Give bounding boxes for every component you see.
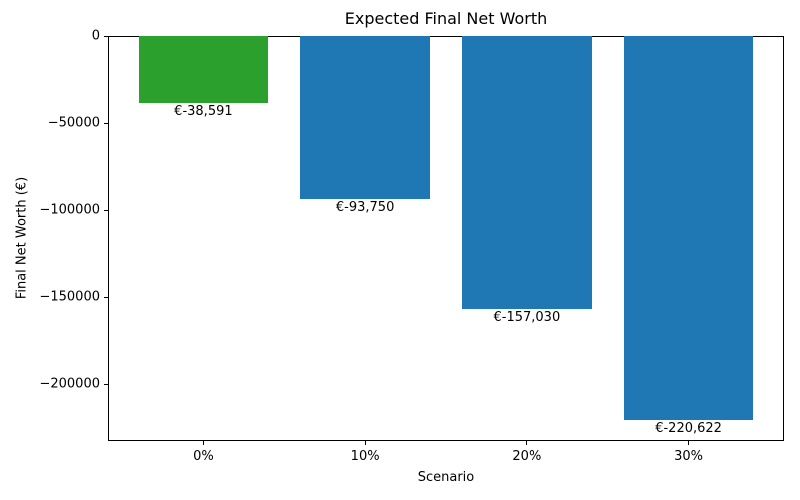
x-tick-label: 0% (193, 449, 214, 464)
bar (462, 36, 592, 310)
y-tick-mark (104, 383, 108, 385)
y-tick-mark (104, 209, 108, 211)
bar (300, 36, 430, 200)
bar-value-label: €-220,622 (655, 420, 722, 436)
bar-value-label: €-157,030 (493, 310, 561, 326)
y-tick-mark (104, 122, 108, 124)
y-tick-label: −100000 (39, 202, 100, 218)
x-tick-mark (202, 441, 204, 445)
x-tick-mark (688, 441, 690, 445)
bar (138, 36, 269, 104)
y-tick-label: 0 (91, 28, 100, 44)
bar (623, 36, 754, 420)
x-tick-label: 10% (350, 449, 380, 464)
y-tick-label: −150000 (39, 289, 100, 305)
bar-value-label: €-38,591 (174, 104, 233, 120)
y-tick-mark (104, 35, 108, 37)
x-tick-mark (364, 441, 366, 445)
x-axis-label: Scenario (417, 470, 475, 485)
x-tick-label: 20% (512, 449, 542, 464)
x-tick-label: 30% (674, 449, 704, 464)
y-tick-label: −200000 (39, 376, 100, 392)
y-axis-label: Final Net Worth (€) (14, 176, 30, 300)
y-tick-mark (104, 296, 108, 298)
y-tick-label: −50000 (47, 115, 100, 131)
chart-title: Expected Final Net Worth (344, 9, 548, 28)
bar-value-label: €-93,750 (335, 200, 395, 216)
x-tick-mark (526, 441, 528, 445)
